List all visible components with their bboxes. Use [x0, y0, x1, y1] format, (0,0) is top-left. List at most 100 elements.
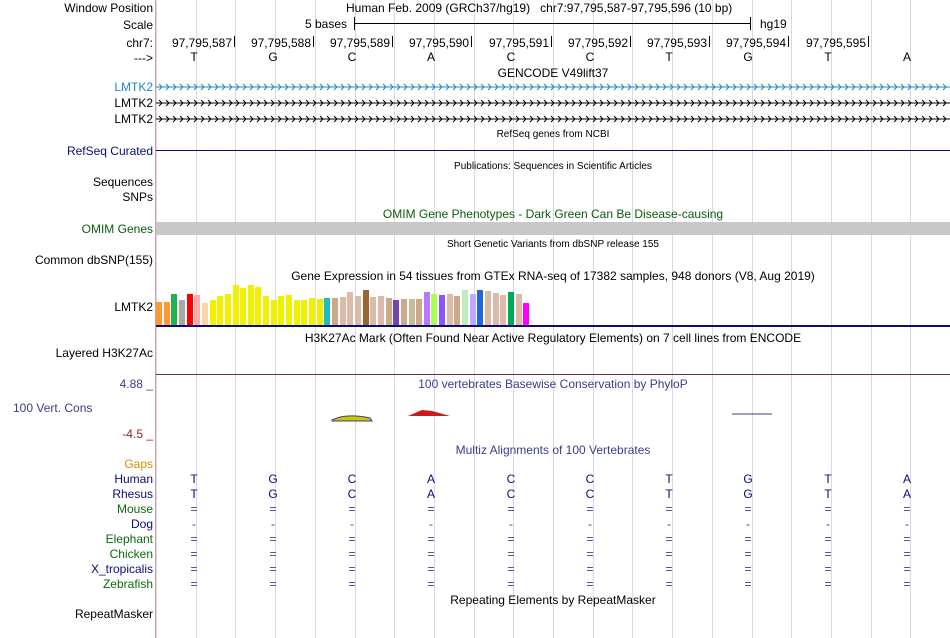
dbsnp-track-title[interactable]: Short Genetic Variants from dbSNP releas… [447, 239, 659, 250]
phylop-label[interactable]: 100 Vert. Cons [13, 401, 93, 415]
gtex-tissue-bar[interactable] [347, 292, 354, 325]
gtex-tissue-bar[interactable] [377, 296, 384, 325]
species-label-dog[interactable]: Dog [130, 517, 153, 531]
gtex-tissue-bar[interactable] [431, 294, 438, 325]
alignment-base: T [190, 487, 198, 501]
alignment-base: C [585, 487, 595, 501]
gtex-tissue-bar[interactable] [423, 292, 430, 325]
gtex-tissue-bar[interactable] [270, 300, 277, 325]
gtex-tissue-bar[interactable] [263, 296, 270, 325]
gtex-gene-label[interactable]: LMTK2 [114, 300, 153, 314]
omim-track-title[interactable]: OMIM Gene Phenotypes - Dark Green Can Be… [382, 207, 724, 221]
gtex-tissue-bar[interactable] [293, 300, 300, 325]
phylop-graph[interactable] [156, 400, 950, 430]
gtex-tissue-bar[interactable] [332, 298, 338, 325]
gtex-tissue-bar[interactable] [416, 299, 423, 325]
dbsnp-label[interactable]: Common dbSNP(155) [34, 253, 153, 267]
gtex-tissue-bar[interactable] [286, 295, 293, 325]
species-label-human[interactable]: Human [114, 472, 153, 486]
gencode-track-title[interactable]: GENCODE V49lift37 [497, 66, 609, 80]
strand-chevron [746, 83, 751, 91]
gtex-tissue-bar[interactable] [247, 285, 254, 325]
strand-chevron [921, 83, 926, 91]
gtex-tissue-bar[interactable] [408, 299, 415, 325]
gtex-tissue-bar[interactable] [515, 294, 522, 325]
gtex-tissue-bar[interactable] [400, 299, 407, 325]
gtex-tissue-bar[interactable] [362, 290, 369, 325]
gtex-tissue-bar[interactable] [186, 294, 193, 325]
gtex-gene-line[interactable] [156, 325, 950, 327]
gtex-tissue-bar[interactable] [370, 297, 377, 325]
refseq-gene-line[interactable] [156, 150, 950, 151]
alignment-base: = [348, 502, 356, 516]
gencode-transcripts[interactable] [156, 80, 950, 126]
gtex-tissue-bar[interactable] [209, 300, 216, 325]
multiz-track-title[interactable]: Multiz Alignments of 100 Vertebrates [455, 443, 651, 457]
gtex-tissue-bar[interactable] [454, 296, 461, 325]
strand-chevron [193, 83, 198, 91]
gtex-tissue-bar[interactable] [462, 290, 468, 325]
strand-chevron [907, 83, 912, 91]
h3k27ac-track-title[interactable]: H3K27Ac Mark (Often Found Near Active Re… [304, 331, 802, 345]
phylop-track-title[interactable]: 100 vertebrates Basewise Conservation by… [418, 377, 688, 391]
gtex-tissue-bar[interactable] [232, 285, 239, 325]
gtex-track-title[interactable]: Gene Expression in 54 tissues from GTEx … [291, 269, 815, 283]
omim-label[interactable]: OMIM Genes [81, 222, 153, 236]
gtex-tissue-bar[interactable] [484, 291, 491, 325]
strand-chevron [935, 99, 940, 107]
strand-chevron [928, 83, 933, 91]
refseq-label[interactable]: RefSeq Curated [66, 144, 153, 158]
species-label-x_tropicalis[interactable]: X_tropicalis [90, 562, 153, 576]
gtex-tissue-bar[interactable] [354, 296, 361, 325]
gtex-tissue-bar[interactable] [309, 298, 315, 325]
omim-gene-bar[interactable] [156, 222, 950, 235]
gtex-tissue-bar[interactable] [301, 300, 308, 325]
gtex-tissue-bar[interactable] [500, 295, 507, 325]
repeatmasker-track-title[interactable]: Repeating Elements by RepeatMasker [450, 593, 656, 607]
publications-track-title[interactable]: Publications: Sequences in Scientific Ar… [454, 161, 652, 172]
gtex-tissue-bar[interactable] [255, 287, 262, 325]
species-label-mouse[interactable]: Mouse [116, 502, 153, 516]
window-position-label: Window Position [64, 1, 153, 15]
refseq-track-title[interactable]: RefSeq genes from NCBI [496, 129, 610, 140]
h3k27ac-label[interactable]: Layered H3K27Ac [55, 346, 153, 360]
strand-chevron [690, 83, 695, 91]
alignment-base: = [903, 502, 911, 516]
publications-snps-label[interactable]: SNPs [122, 190, 153, 204]
gtex-tissue-bar[interactable] [171, 294, 178, 325]
publications-sequences-label[interactable]: Sequences [92, 175, 153, 189]
gtex-tissue-bar[interactable] [240, 288, 247, 325]
species-label-zebrafish[interactable]: Zebrafish [102, 577, 153, 591]
gtex-tissue-bar[interactable] [324, 298, 331, 325]
window-position-value[interactable]: Human Feb. 2009 (GRCh37/hg19) chr7:97,79… [346, 1, 733, 15]
gtex-tissue-bar[interactable] [224, 294, 231, 325]
multiz-gaps-label[interactable]: Gaps [124, 457, 153, 471]
gtex-tissue-bar[interactable] [201, 303, 208, 325]
gtex-tissue-bar[interactable] [339, 297, 346, 325]
species-label-elephant[interactable]: Elephant [105, 532, 153, 546]
gtex-tissue-bar[interactable] [163, 302, 170, 325]
gtex-tissue-bar[interactable] [446, 294, 453, 325]
gencode-gene-label-2[interactable]: LMTK2 [114, 96, 153, 110]
gtex-tissue-bar[interactable] [278, 296, 285, 325]
gtex-tissue-bar[interactable] [178, 300, 185, 325]
gtex-tissue-bar[interactable] [217, 296, 224, 325]
species-label-chicken[interactable]: Chicken [109, 547, 153, 561]
gencode-gene-label-3[interactable]: LMTK2 [114, 112, 153, 126]
strand-chevron [270, 99, 275, 107]
gtex-tissue-bar[interactable] [194, 295, 201, 325]
gtex-tissue-bar[interactable] [156, 302, 162, 325]
gtex-tissue-bar[interactable] [439, 295, 446, 325]
gencode-gene-label-1[interactable]: LMTK2 [114, 80, 153, 94]
gtex-tissue-bar[interactable] [393, 300, 400, 325]
gtex-tissue-bar[interactable] [385, 298, 392, 325]
species-label-rhesus[interactable]: Rhesus [112, 487, 153, 501]
gtex-tissue-bar[interactable] [523, 303, 530, 325]
position-label: 97,795,592 [567, 36, 628, 50]
gtex-tissue-bar[interactable] [477, 290, 484, 325]
gtex-tissue-bar[interactable] [492, 293, 499, 325]
repeatmasker-label[interactable]: RepeatMasker [74, 607, 153, 621]
gtex-tissue-bar[interactable] [469, 294, 476, 325]
gtex-tissue-bar[interactable] [507, 292, 514, 325]
gtex-tissue-bar[interactable] [316, 299, 323, 325]
